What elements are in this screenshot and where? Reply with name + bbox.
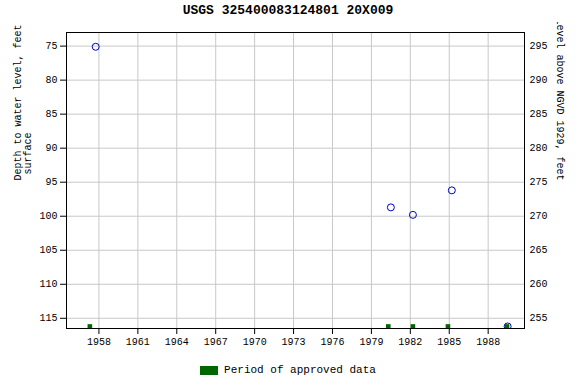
svg-text:1961: 1961 — [126, 337, 150, 348]
svg-text:255: 255 — [530, 313, 548, 324]
svg-text:265: 265 — [530, 245, 548, 256]
svg-text:85: 85 — [45, 109, 57, 120]
html-text:USGS 325400083124801 20X009: USGS 325400083124801 20X009 — [182, 3, 394, 18]
svg-text:285: 285 — [530, 109, 548, 120]
svg-text:75: 75 — [45, 41, 57, 52]
svg-text:260: 260 — [530, 279, 548, 290]
svg-text:1973: 1973 — [282, 337, 306, 348]
svg-text:1982: 1982 — [398, 337, 422, 348]
svg-text:270: 270 — [530, 211, 548, 222]
svg-text:280: 280 — [530, 143, 548, 154]
svg-text:1979: 1979 — [359, 337, 383, 348]
html-text:Period of approved data: Period of approved data — [224, 364, 376, 376]
svg-text:100: 100 — [39, 211, 57, 222]
svg-text:295: 295 — [530, 41, 548, 52]
svg-text:1964: 1964 — [165, 337, 189, 348]
svg-text:290: 290 — [530, 75, 548, 86]
svg-text:115: 115 — [39, 313, 57, 324]
svg-text:80: 80 — [45, 75, 57, 86]
svg-text:1958: 1958 — [87, 337, 111, 348]
svg-text:275: 275 — [530, 177, 548, 188]
svg-text:90: 90 — [45, 143, 57, 154]
svg-text:1985: 1985 — [437, 337, 461, 348]
svg-text:Depth to water level, feet bel: Depth to water level, feet below land su… — [13, 22, 34, 181]
svg-text:110: 110 — [39, 279, 57, 290]
svg-text:1970: 1970 — [243, 337, 267, 348]
svg-text:1967: 1967 — [204, 337, 228, 348]
svg-text:95: 95 — [45, 177, 57, 188]
svg-text:1988: 1988 — [476, 337, 500, 348]
svg-text:105: 105 — [39, 245, 57, 256]
svg-text:Groundwater level above NGVD 1: Groundwater level above NGVD 1929, feet — [554, 22, 565, 181]
svg-text:1976: 1976 — [320, 337, 344, 348]
